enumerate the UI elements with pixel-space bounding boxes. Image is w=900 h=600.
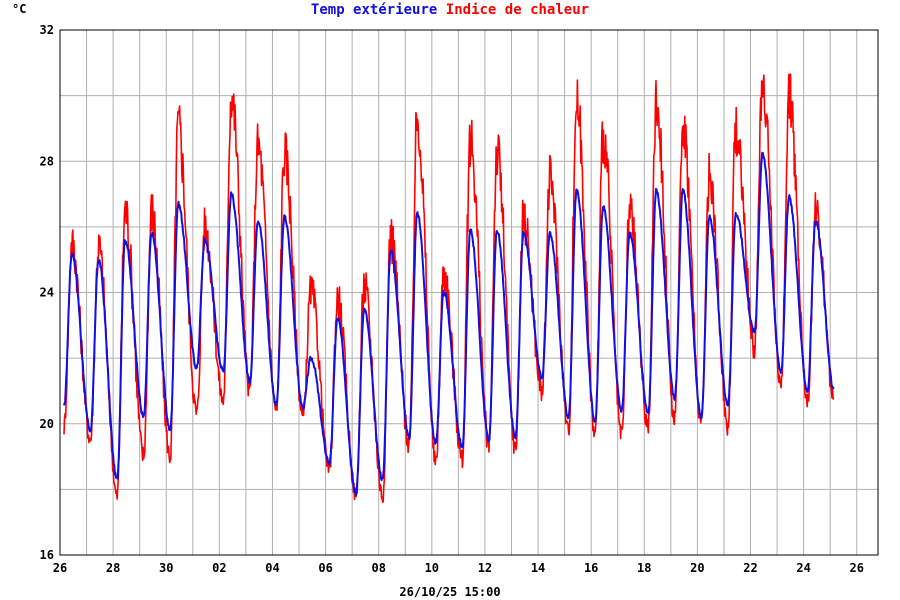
x-tick-label: 10 xyxy=(425,561,439,575)
legend: Temp extérieure Indice de chaleur xyxy=(311,2,589,18)
y-tick-label: 32 xyxy=(40,23,54,37)
y-tick-label: 20 xyxy=(40,417,54,431)
grid xyxy=(60,30,878,555)
series-layer xyxy=(63,73,835,503)
x-tick-label: 06 xyxy=(318,561,332,575)
plot-border xyxy=(59,29,879,556)
x-tick-label: 12 xyxy=(478,561,492,575)
timestamp-label: 26/10/25 15:00 xyxy=(399,585,500,599)
x-axis-ticks: 26 28 30 02 04 06 08 10 12 14 16 18 20 22 24 26 xyxy=(53,561,864,575)
x-tick-label: 14 xyxy=(531,561,545,575)
series-line-temp-exterieure xyxy=(63,151,835,496)
legend-indice-de-chaleur: Indice de chaleur xyxy=(446,2,589,18)
y-tick-label: 28 xyxy=(40,154,54,168)
x-tick-label: 30 xyxy=(159,561,173,575)
x-tick-label: 28 xyxy=(106,561,120,575)
y-unit-label: °C xyxy=(12,2,26,16)
legend-separator xyxy=(437,2,445,18)
x-tick-label: 16 xyxy=(584,561,598,575)
y-tick-label: 16 xyxy=(40,548,54,562)
x-tick-label: 26 xyxy=(53,561,67,575)
x-tick-label: 22 xyxy=(743,561,757,575)
y-axis-ticks: 16 20 24 28 32 xyxy=(40,23,54,562)
x-tick-label: 20 xyxy=(690,561,704,575)
legend-temp-exterieure: Temp extérieure xyxy=(311,2,437,18)
x-tick-label: 08 xyxy=(371,561,385,575)
y-tick-label: 24 xyxy=(40,286,54,300)
x-tick-label: 02 xyxy=(212,561,226,575)
x-tick-label: 18 xyxy=(637,561,651,575)
x-tick-label: 04 xyxy=(265,561,279,575)
x-tick-label: 24 xyxy=(796,561,810,575)
x-tick-label: 26 xyxy=(850,561,864,575)
